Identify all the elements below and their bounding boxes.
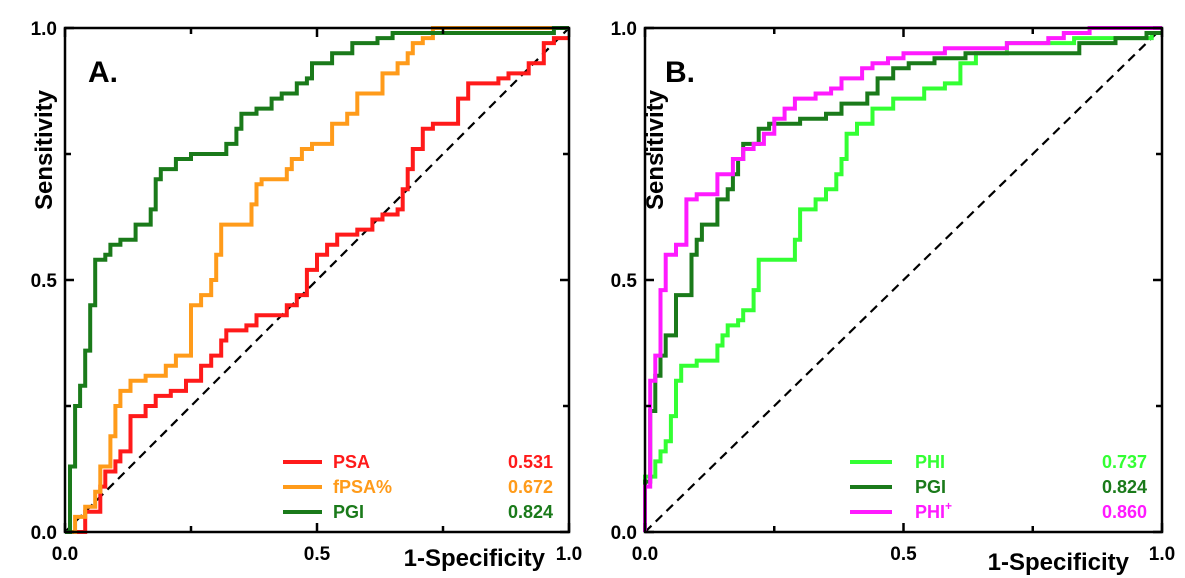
- chance-diagonal-line: [64, 27, 570, 533]
- panel-label: B.: [665, 56, 695, 89]
- roc-curve-fpsa-1: [65, 26, 569, 534]
- y-tick-label: 1.0: [31, 19, 57, 40]
- roc-curve-phi-2: [643, 26, 1162, 532]
- y-axis-title: Sensitivity: [31, 89, 58, 210]
- legend-auc-value: 0.531: [508, 452, 553, 472]
- legend-superscript: +: [945, 499, 952, 513]
- y-tick-label: 1.0: [611, 19, 637, 40]
- y-tick-label: 0.5: [31, 271, 58, 292]
- roc-panel-0: 0.0 0.5 1.0 0.0 0.5 1.0 Sensitivity 1-Specifici…: [31, 19, 583, 572]
- x-tick-label: 1.0: [1149, 544, 1175, 565]
- x-tick-label: 0.0: [632, 544, 658, 565]
- roc-curve-phi-0: [643, 31, 1162, 532]
- legend-auc-value: 0.737: [1102, 452, 1147, 472]
- legend-series-name: PSA: [333, 452, 370, 472]
- roc-curve-pgi-2: [65, 26, 569, 534]
- legend-series-name: PGI: [915, 477, 946, 497]
- legend-auc-value: 0.824: [508, 502, 553, 522]
- chance-diagonal-line: [644, 27, 1163, 533]
- legend-series-name: fPSA%: [333, 477, 392, 497]
- x-tick-label: 0.5: [890, 544, 917, 565]
- roc-panel-1: 0.0 0.5 1.0 0.0 0.5 1.0 Sensitivity 1-Specifici…: [611, 19, 1176, 576]
- legend-series-name: PHI: [915, 452, 945, 472]
- legend-auc-value: 0.672: [508, 477, 553, 497]
- y-tick-label: 0.0: [31, 523, 57, 544]
- legend-auc-value: 0.860: [1102, 502, 1147, 522]
- x-tick-label: 0.5: [304, 544, 331, 565]
- y-axis-title: Sensitivity: [642, 89, 669, 210]
- y-tick-label: 0.5: [611, 271, 638, 292]
- x-axis-title: 1-Specificity: [404, 545, 546, 572]
- legend-series-name: PHI+: [915, 499, 952, 522]
- panel-label: A.: [88, 56, 118, 89]
- y-tick-label: 0.0: [611, 523, 637, 544]
- legend-auc-value: 0.824: [1102, 477, 1147, 497]
- legend-series-name: PGI: [333, 502, 364, 522]
- x-axis-title: 1-Specificity: [988, 549, 1130, 576]
- roc-curve-psa-0: [65, 36, 569, 534]
- x-tick-label: 1.0: [556, 544, 582, 565]
- x-tick-label: 0.0: [52, 544, 78, 565]
